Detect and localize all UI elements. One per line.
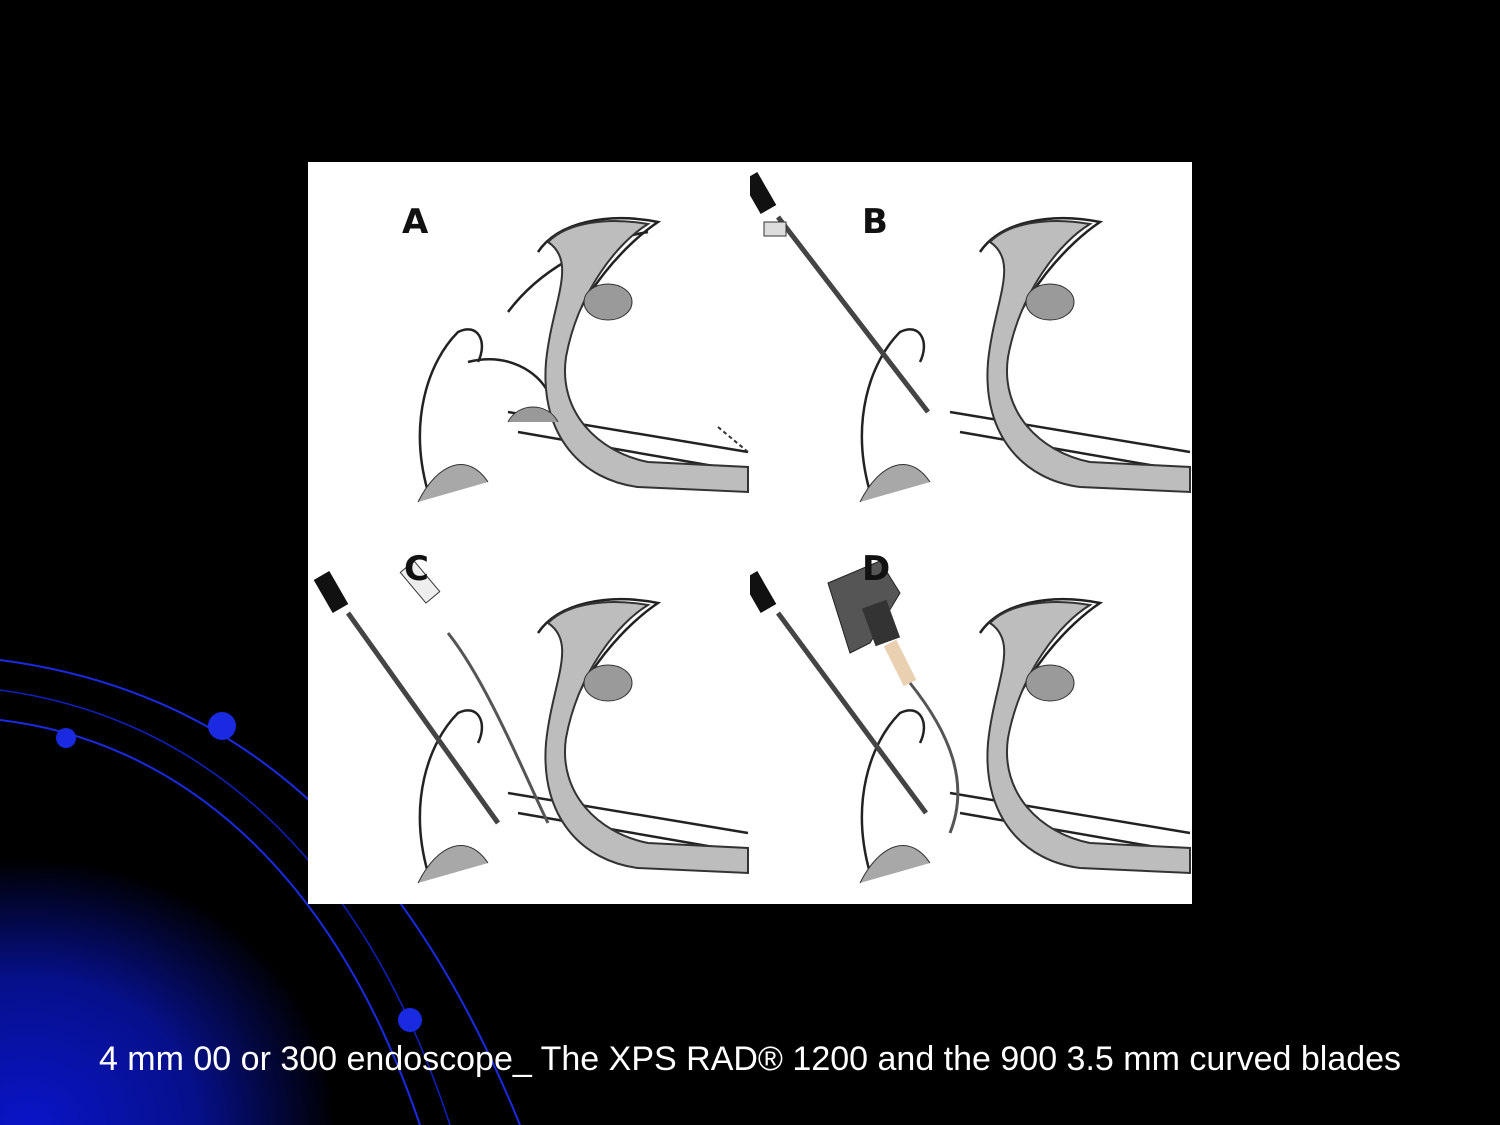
endoscopy-figure: A B xyxy=(308,162,1192,904)
panel-label: A xyxy=(402,202,428,242)
panel-label: D xyxy=(862,549,890,589)
slide-caption: 4 mm 00 or 300 endoscope_ The XPS RAD® 1… xyxy=(0,1040,1500,1079)
panel-label: B xyxy=(862,202,888,242)
panel-c: C xyxy=(308,533,750,904)
anatomy-illustration xyxy=(308,533,750,904)
panel-a: A xyxy=(308,162,750,533)
panel-label: C xyxy=(404,549,429,589)
panel-d: D xyxy=(750,533,1192,904)
panel-b: B xyxy=(750,162,1192,533)
anatomy-illustration xyxy=(750,162,1192,533)
endoscope-icon xyxy=(314,571,498,823)
anatomy-illustration xyxy=(750,533,1192,904)
anatomy-illustration xyxy=(308,162,750,533)
microdebrider-icon xyxy=(828,561,958,833)
endoscope-icon xyxy=(750,172,928,412)
